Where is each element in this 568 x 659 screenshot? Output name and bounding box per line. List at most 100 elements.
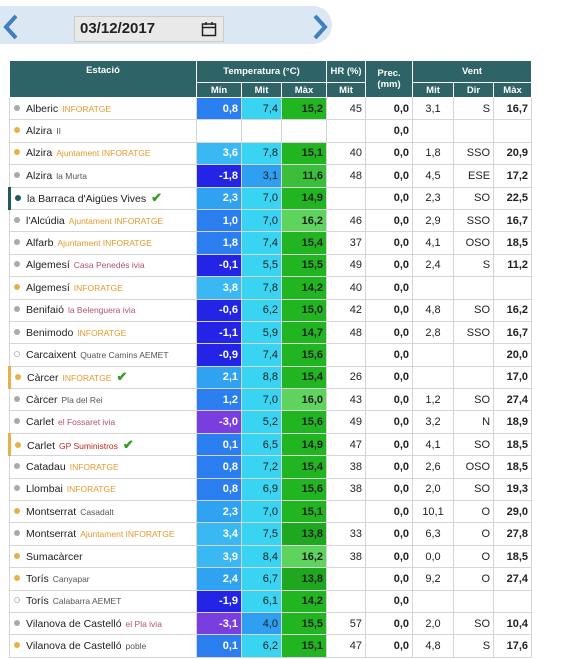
table-row: Benifaió la Belenguera ivia -0,6 6,2 15,0 42 0… — [9, 298, 533, 322]
table-row: Càrcer Pla del Rei 1,2 7,0 16,0 43 0,0 1,2 SO 27,… — [9, 388, 533, 412]
next-day[interactable] — [312, 14, 328, 40]
value-cell: 0,0 — [365, 119, 414, 143]
value-cell: 0,0 — [365, 96, 414, 121]
station-name: Llombai — [26, 483, 63, 496]
station-source: poble — [125, 641, 147, 652]
station-cell: Benimodo INFORATGE — [9, 320, 197, 345]
header: Prec. (mm) — [365, 60, 414, 98]
value-cell — [196, 119, 242, 143]
value-cell: 2,0 — [412, 611, 455, 636]
station-name: Catadau — [26, 460, 66, 473]
value-cell: 15,1 — [280, 634, 328, 658]
station-name: Montserrat — [26, 528, 77, 541]
table-row: Vilanova de Castelló poble 0,1 6,2 15,1 47 0,0… — [9, 634, 533, 658]
station-name: Càrcer — [26, 393, 58, 406]
value-cell: 0,0 — [365, 164, 414, 188]
value-cell: 40 — [326, 141, 367, 166]
value-cell: -0,6 — [196, 298, 242, 322]
value-cell: 1,0 — [196, 208, 242, 233]
value-cell: 48 — [326, 164, 367, 188]
value-cell: 6,7 — [241, 567, 282, 591]
station-source: el Pla ivia — [125, 618, 162, 629]
value-cell: 14,9 — [280, 432, 328, 457]
value-cell: 16,7 — [493, 208, 533, 233]
value-cell — [453, 119, 495, 143]
value-cell — [412, 119, 455, 143]
value-cell: 7,4 — [241, 343, 282, 367]
station-source: Canyapar — [52, 573, 90, 584]
value-cell: 14,2 — [280, 589, 328, 613]
value-cell: 0,0 — [365, 320, 414, 345]
value-cell: 3,4 — [196, 522, 242, 546]
value-cell: 40 — [326, 276, 367, 300]
station-source: Ajuntament INFORATGE — [56, 148, 151, 159]
value-cell: 2,6 — [412, 455, 455, 479]
station-name: Carlet — [27, 439, 56, 452]
calendar-icon[interactable] — [201, 21, 217, 37]
value-cell: 0,0 — [365, 276, 414, 300]
value-cell: 10,4 — [493, 611, 533, 636]
value-cell: 15,5 — [280, 253, 328, 278]
table-row: Catadau INFORATGE 0,8 7,2 15,4 38 0,0 2,6 OSO 18,… — [9, 455, 533, 479]
table-row: Carlet GP Suministros ✔ 0,1 6,5 14,9 47 0,0 4,1 S… — [8, 432, 533, 457]
status-dot — [14, 283, 20, 290]
value-cell: 15,2 — [280, 96, 328, 121]
status-dot — [14, 552, 20, 559]
value-cell: SO — [453, 388, 495, 412]
status-dot — [14, 530, 20, 537]
status-dot — [14, 350, 20, 357]
value-cell — [326, 119, 367, 143]
status-dot — [15, 441, 21, 448]
table-row: Vilanova de Castelló el Pla ivia -3,1 4,0 15… — [9, 611, 533, 636]
value-cell: 26 — [326, 365, 367, 390]
value-cell: 33 — [326, 522, 367, 546]
value-cell: SO — [453, 432, 495, 457]
status-dot — [14, 597, 20, 604]
value-cell: 4,8 — [412, 634, 455, 658]
verified-icon: ✔ — [151, 190, 163, 206]
value-cell: 15,4 — [280, 231, 328, 255]
value-cell: O — [453, 522, 495, 546]
value-cell: 27,8 — [493, 522, 533, 546]
value-cell: 16,2 — [280, 544, 328, 569]
date-text: 03/12/2017 — [80, 20, 156, 37]
station-name: Carlet — [26, 416, 55, 429]
value-cell: -0,1 — [196, 253, 242, 278]
value-cell: 20,9 — [493, 141, 533, 166]
date-input[interactable]: 03/12/2017 — [74, 16, 224, 42]
station-name: Torís — [26, 572, 49, 585]
table-row: la Barraca d'Aigües Vives ✔ 2,3 7,0 14,9 0,0 2… — [8, 186, 533, 210]
value-cell — [412, 365, 455, 390]
value-cell: 0,0 — [365, 208, 414, 233]
value-cell: 38 — [326, 455, 367, 479]
value-cell: 16,2 — [280, 208, 328, 233]
table-row: Alzira la Murta -1,8 3,1 11,6 48 0,0 4,5 ESE 17,2 — [9, 164, 533, 188]
value-cell: 4,1 — [412, 231, 455, 255]
station-name: Sumacàrcer — [26, 550, 83, 563]
value-cell — [453, 365, 495, 390]
value-cell: 7,8 — [241, 141, 282, 166]
value-cell: 11,6 — [280, 164, 328, 188]
value-cell: -0,9 — [196, 343, 242, 367]
value-cell: 4,8 — [412, 298, 455, 322]
station-name: Benimodo — [26, 326, 74, 339]
value-cell: 0,0 — [365, 634, 414, 658]
value-cell — [326, 589, 367, 613]
value-cell: 11,2 — [493, 253, 533, 278]
value-cell: 20,0 — [493, 343, 533, 367]
value-cell: 6,1 — [241, 589, 282, 613]
station-name: Vilanova de Castelló — [26, 617, 122, 630]
value-cell: 15,0 — [280, 298, 328, 322]
prev-day[interactable] — [3, 14, 19, 40]
value-cell: 17,0 — [493, 365, 533, 390]
subheader: Màx — [493, 82, 533, 98]
value-cell: S — [453, 96, 495, 121]
station-source: INFORATGE — [62, 373, 112, 384]
value-cell: 0,1 — [196, 634, 242, 658]
value-cell: 0,1 — [196, 432, 242, 457]
value-cell: 29,0 — [493, 500, 533, 524]
status-dot — [14, 104, 20, 111]
weather-table: Estació Temperatura (°C) HR (%) Prec. (mm) V… — [8, 60, 533, 658]
value-cell: SO — [453, 298, 495, 322]
value-cell — [326, 186, 367, 210]
